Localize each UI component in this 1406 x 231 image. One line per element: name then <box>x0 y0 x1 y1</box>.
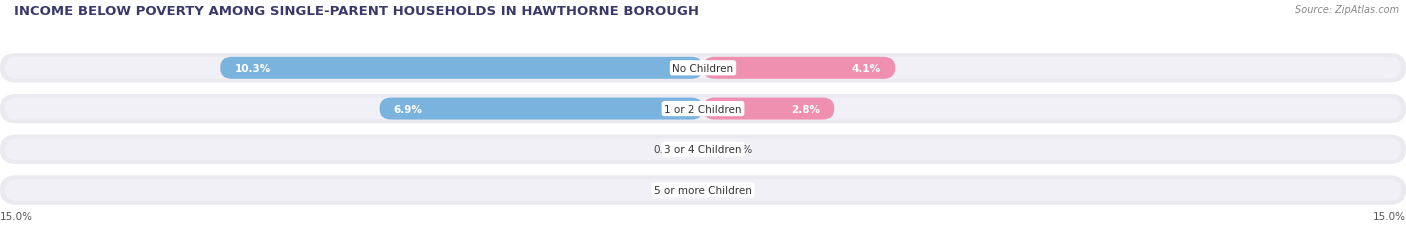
Text: 10.3%: 10.3% <box>235 64 270 73</box>
Text: 15.0%: 15.0% <box>0 211 32 221</box>
FancyBboxPatch shape <box>4 139 1402 161</box>
Text: 5 or more Children: 5 or more Children <box>654 185 752 195</box>
FancyBboxPatch shape <box>0 176 1406 205</box>
Text: 15.0%: 15.0% <box>1374 211 1406 221</box>
Text: 0.0%: 0.0% <box>654 185 679 195</box>
Text: 3 or 4 Children: 3 or 4 Children <box>664 145 742 155</box>
Text: No Children: No Children <box>672 64 734 73</box>
FancyBboxPatch shape <box>0 54 1406 83</box>
Text: INCOME BELOW POVERTY AMONG SINGLE-PARENT HOUSEHOLDS IN HAWTHORNE BOROUGH: INCOME BELOW POVERTY AMONG SINGLE-PARENT… <box>14 5 699 18</box>
Text: 6.9%: 6.9% <box>394 104 423 114</box>
FancyBboxPatch shape <box>0 135 1406 164</box>
FancyBboxPatch shape <box>4 98 1402 120</box>
Text: 1 or 2 Children: 1 or 2 Children <box>664 104 742 114</box>
Text: Source: ZipAtlas.com: Source: ZipAtlas.com <box>1295 5 1399 15</box>
FancyBboxPatch shape <box>703 58 896 79</box>
FancyBboxPatch shape <box>221 58 703 79</box>
FancyBboxPatch shape <box>703 98 834 120</box>
Text: 0.0%: 0.0% <box>727 145 752 155</box>
FancyBboxPatch shape <box>4 58 1402 79</box>
FancyBboxPatch shape <box>0 94 1406 124</box>
Text: 4.1%: 4.1% <box>852 64 882 73</box>
Text: 0.0%: 0.0% <box>727 185 752 195</box>
FancyBboxPatch shape <box>4 179 1402 201</box>
FancyBboxPatch shape <box>380 98 703 120</box>
Text: 2.8%: 2.8% <box>792 104 820 114</box>
Text: 0.0%: 0.0% <box>654 145 679 155</box>
